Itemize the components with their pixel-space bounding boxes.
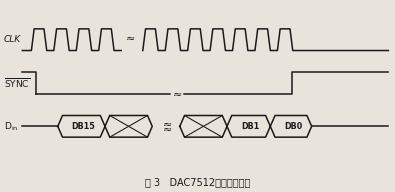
Text: 图 3   DAC7512的写操作时序: 图 3 DAC7512的写操作时序: [145, 178, 250, 188]
Text: D$_{\mathrm{in}}$: D$_{\mathrm{in}}$: [4, 120, 18, 132]
Text: $\approx$: $\approx$: [160, 124, 172, 134]
Text: DB1: DB1: [241, 122, 260, 131]
Text: $\overline{\mathrm{SYNC}}$: $\overline{\mathrm{SYNC}}$: [4, 76, 30, 90]
Text: DB15: DB15: [71, 122, 95, 131]
Text: CLK: CLK: [4, 35, 21, 44]
Text: $\approx$: $\approx$: [160, 119, 172, 129]
Text: $\approx$: $\approx$: [171, 89, 183, 99]
Text: $\approx$: $\approx$: [123, 32, 135, 42]
Text: DB0: DB0: [284, 122, 302, 131]
